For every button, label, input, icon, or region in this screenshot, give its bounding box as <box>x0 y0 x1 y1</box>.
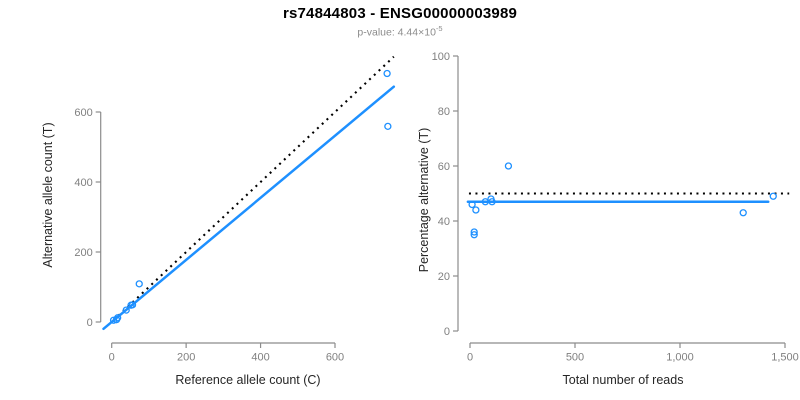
y-tick-label: 80 <box>438 106 450 118</box>
data-point <box>122 306 130 314</box>
right-chart-percentage-vs-reads: 0 20 40 60 80 100 0 500 1,000 1,500 Total number o… <box>417 51 799 387</box>
fit-line <box>102 85 396 331</box>
data-point <box>135 280 143 288</box>
data-point <box>384 122 392 130</box>
y-tick-label: 60 <box>438 161 450 173</box>
data-point <box>128 301 137 309</box>
y-axis-title: Percentage alternative (T) <box>417 128 431 273</box>
x-tick-label: 0 <box>467 352 473 364</box>
y-tick-label: 100 <box>432 51 450 63</box>
y-tick-label: 20 <box>438 271 450 283</box>
data-point <box>470 228 478 236</box>
data-point <box>470 231 478 239</box>
y-tick-label: 0 <box>444 326 450 338</box>
data-point <box>468 200 476 209</box>
x-tick-label: 500 <box>566 352 584 364</box>
p-value-exponent: -5 <box>435 24 443 33</box>
left-chart-allele-counts: 0 200 400 600 0 200 400 600 Reference allele cou… <box>41 55 396 387</box>
data-point <box>488 198 496 206</box>
y-axis-title: Alternative allele count (T) <box>41 122 55 267</box>
data-point <box>504 162 513 170</box>
data-point <box>383 69 391 78</box>
data-point <box>472 206 480 214</box>
x-tick-label: 1,000 <box>666 352 694 364</box>
x-axis-title: Total number of reads <box>563 373 684 387</box>
p-value-text: p-value: 4.44×10 <box>357 26 436 39</box>
data-point <box>739 209 747 217</box>
data-point <box>769 192 777 200</box>
y-tick-label: 400 <box>74 177 92 189</box>
data-point <box>481 198 489 206</box>
x-tick-label: 0 <box>109 352 115 364</box>
y-tick-label: 200 <box>74 247 92 259</box>
x-axis-title: Reference allele count (C) <box>175 373 320 387</box>
data-point <box>114 314 122 322</box>
y-tick-label: 0 <box>87 317 93 329</box>
x-tick-label: 200 <box>177 352 195 364</box>
y-tick-label: 600 <box>74 107 92 119</box>
x-tick-label: 600 <box>326 352 344 364</box>
page-title: rs74844803 - ENSG00000003989 <box>282 5 518 22</box>
x-tick-label: 1,500 <box>771 352 799 364</box>
p-value-subtitle: p-value: 4.44×10-5 <box>0 24 800 39</box>
y-tick-label: 40 <box>438 216 450 228</box>
identity-line <box>112 55 395 322</box>
x-tick-label: 400 <box>251 352 269 364</box>
